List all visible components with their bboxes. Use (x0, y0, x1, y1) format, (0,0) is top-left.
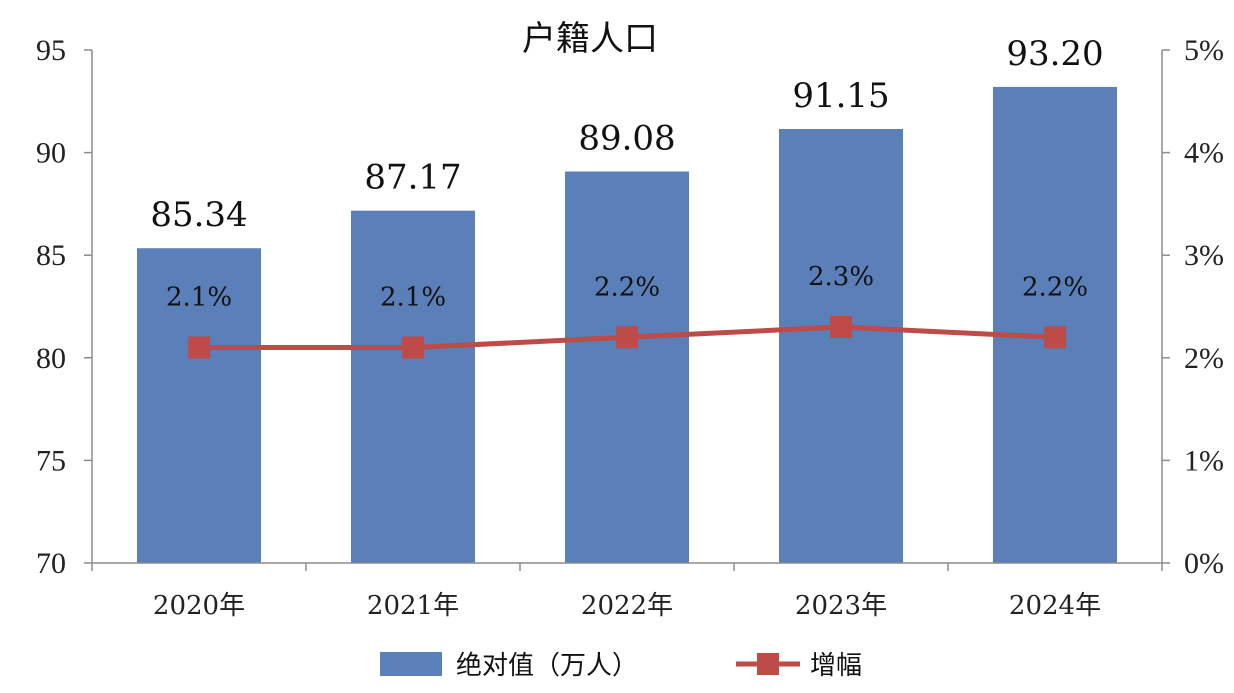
growth-marker-2 (616, 326, 638, 349)
bar-label-3: 91.15 (792, 76, 889, 116)
bar-4 (993, 86, 1117, 563)
growth-label-2: 2.2% (594, 272, 660, 302)
legend: 绝对值（万人） 增幅 (380, 651, 862, 681)
bar-2 (565, 171, 689, 563)
y-left-tick-0: 70 (36, 547, 66, 580)
y-left-tick-2: 80 (36, 342, 66, 375)
growth-marker-3 (830, 316, 852, 339)
y-right-tick-5: 5% (1184, 34, 1224, 67)
x-tick-4: 2024年 (1009, 591, 1101, 621)
y-left-tick-3: 85 (36, 239, 66, 272)
bar-0 (137, 248, 261, 563)
bar-label-4: 93.20 (1006, 34, 1103, 74)
legend-line-label: 增幅 (810, 651, 862, 681)
y-right-tick-3: 3% (1184, 239, 1224, 272)
growth-marker-0 (188, 336, 210, 359)
y-left-tick-1: 75 (36, 444, 66, 477)
y-left-tick-4: 90 (36, 137, 66, 170)
chart-title: 户籍人口 (522, 19, 658, 59)
bar-label-0: 85.34 (150, 195, 247, 235)
y-right-tick-4: 4% (1184, 137, 1224, 170)
y-right-tick-0: 0% (1184, 547, 1224, 580)
y-right-tick-2: 2% (1184, 342, 1224, 375)
bar-3 (779, 129, 903, 563)
growth-label-0: 2.1% (166, 283, 232, 313)
legend-bar-label: 绝对值（万人） (456, 651, 638, 681)
x-tick-0: 2020年 (153, 591, 245, 621)
y-right-tick-1: 1% (1184, 444, 1224, 477)
bar-label-1: 87.17 (364, 158, 461, 198)
x-tick-3: 2023年 (795, 591, 887, 621)
y-left-tick-5: 95 (36, 34, 66, 67)
growth-label-4: 2.2% (1022, 272, 1088, 302)
growth-label-3: 2.3% (808, 262, 874, 292)
legend-line-marker (757, 653, 779, 675)
bar-label-2: 89.08 (578, 118, 675, 158)
x-tick-1: 2021年 (367, 591, 459, 621)
x-tick-2: 2022年 (581, 591, 673, 621)
growth-marker-4 (1044, 326, 1066, 349)
legend-bar-swatch (380, 652, 442, 676)
growth-marker-1 (402, 336, 424, 359)
growth-label-1: 2.1% (380, 283, 446, 313)
bar-1 (351, 210, 475, 563)
